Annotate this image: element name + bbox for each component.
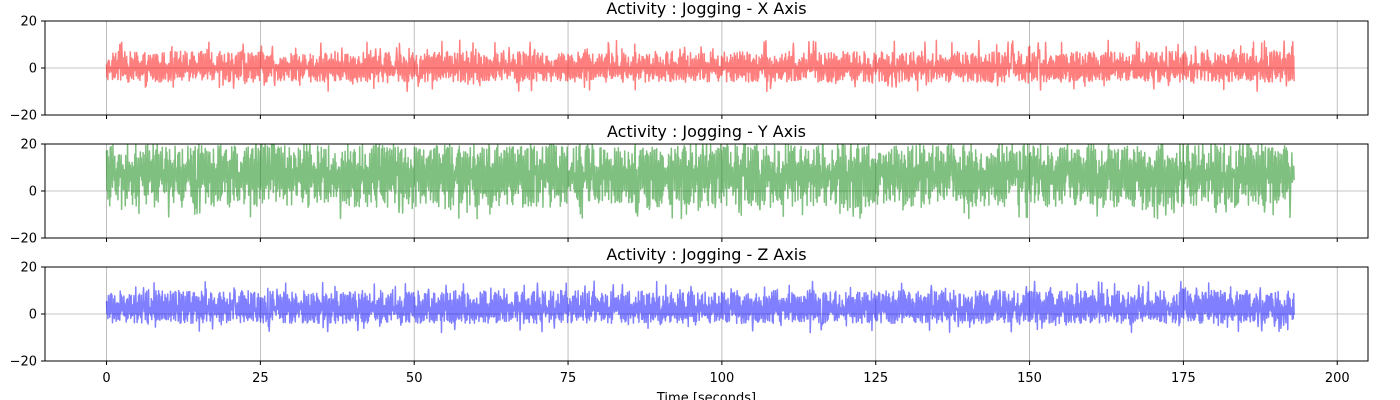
y-tick-label: 0 [29,185,37,200]
x-tick-label: 125 [863,371,888,386]
subplot-1: −20 0 20 Activity : Jogging - X Axis [10,0,1369,124]
series-line [105,144,1295,220]
y-tick-label: 0 [29,308,37,323]
x-tick-label: 200 [1325,371,1350,386]
x-tick-label: 0 [102,371,110,386]
x-axis-label: Time [seconds] [656,391,756,400]
y-tick-label: −20 [10,232,37,247]
x-tick-label: 25 [252,371,269,386]
y-tick-label: 20 [20,261,37,276]
subplot-2: −20 0 20 Activity : Jogging - Y Axis [10,122,1369,247]
series-line [105,280,1295,334]
y-tick-label: 20 [20,138,37,153]
chart-title: Activity : Jogging - Z Axis [606,245,806,264]
chart-title: Activity : Jogging - Y Axis [607,122,806,141]
x-tick-label: 150 [1017,371,1042,386]
series-line [105,39,1295,93]
x-tick-label: 175 [1171,371,1196,386]
y-tick-label: 0 [29,62,37,77]
x-tick-label: 100 [709,371,734,386]
chart-title: Activity : Jogging - X Axis [606,0,806,18]
y-tick-label: −20 [10,109,37,124]
x-tick-label: 50 [406,371,423,386]
y-tick-label: 20 [20,15,37,30]
x-tick-label: 75 [560,371,577,386]
y-tick-label: −20 [10,355,37,370]
